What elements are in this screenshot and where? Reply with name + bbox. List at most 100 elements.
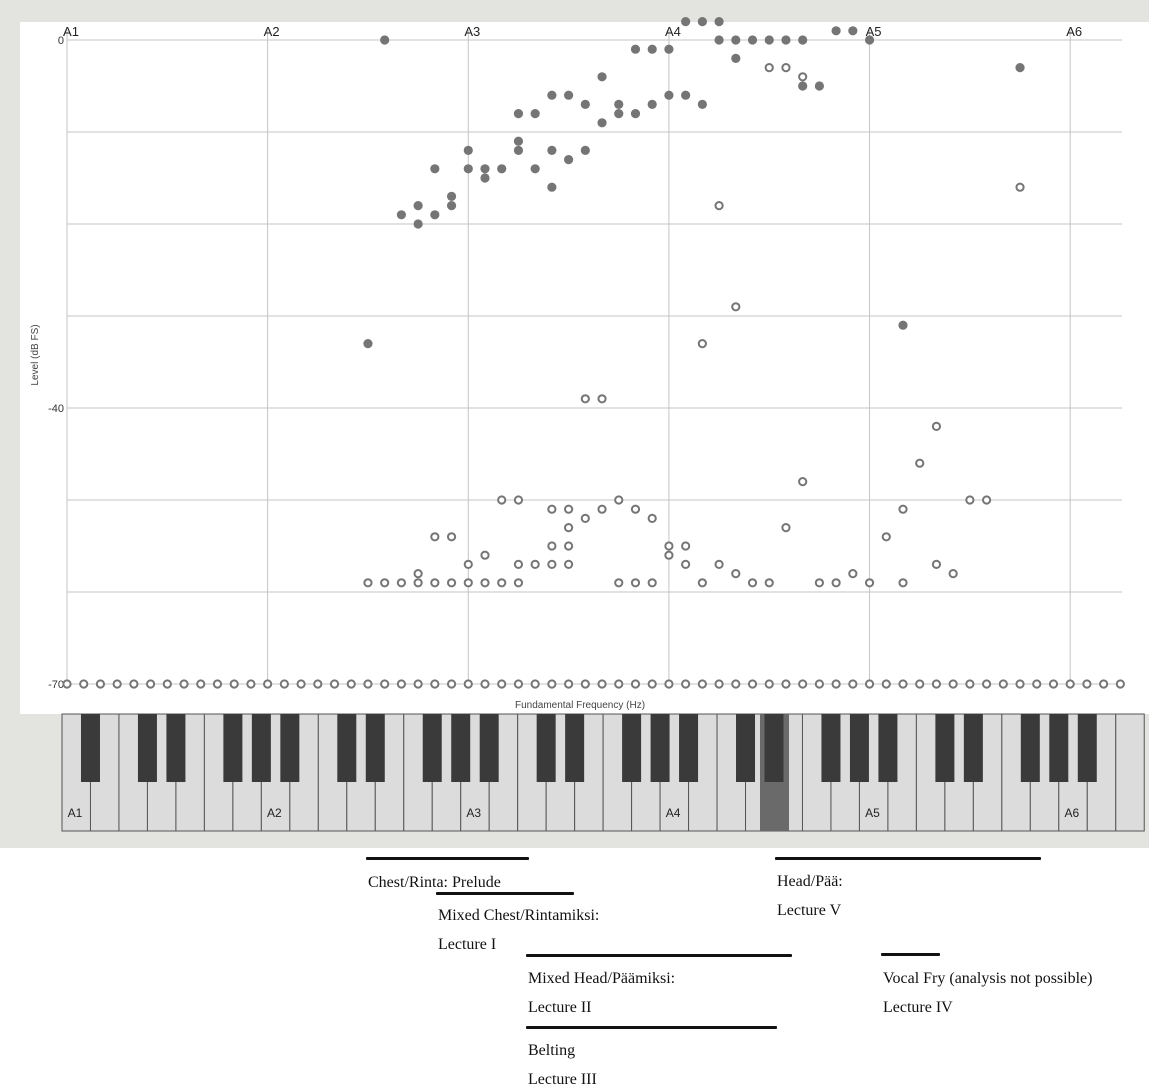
open-point	[497, 679, 507, 689]
x-tick-label: A3	[464, 24, 480, 39]
open-point	[463, 578, 473, 588]
open-point	[747, 578, 758, 588]
filled-point	[630, 44, 641, 54]
filled-point	[681, 90, 691, 100]
open-point	[446, 578, 457, 588]
filled-point	[630, 109, 641, 119]
annotation-vocal-fry-title: Vocal Fry (analysis not possible)	[883, 970, 1093, 987]
chart-frame	[0, 0, 1149, 848]
open-point	[848, 679, 858, 689]
open-point	[480, 679, 490, 689]
filled-point	[463, 164, 473, 174]
open-point	[630, 504, 641, 514]
open-point	[915, 679, 925, 689]
black-key	[166, 714, 186, 782]
filled-point	[864, 35, 875, 45]
open-point	[580, 513, 590, 524]
open-point	[446, 532, 457, 542]
filled-point	[530, 109, 540, 119]
open-point	[62, 679, 72, 689]
filled-point	[798, 81, 808, 91]
filled-point	[681, 17, 691, 27]
filled-point	[547, 182, 557, 192]
open-point	[380, 578, 390, 588]
open-point	[931, 421, 942, 431]
open-point	[681, 679, 691, 689]
open-point	[630, 679, 641, 689]
piano-keyboard: A1 A2 A3 A4 A5 A6	[61, 713, 1145, 832]
x-tick-label: A2	[264, 24, 280, 39]
open-point	[1015, 679, 1025, 689]
open-point	[814, 679, 825, 689]
black-key	[365, 714, 385, 782]
filled-point	[430, 164, 440, 174]
open-point	[898, 578, 908, 588]
open-point	[731, 302, 741, 312]
open-point	[530, 679, 540, 689]
open-point	[697, 339, 707, 349]
open-point	[630, 578, 641, 588]
black-key	[223, 714, 243, 782]
white-key	[203, 713, 234, 832]
open-point	[313, 679, 323, 689]
open-point	[597, 394, 607, 404]
annotation-mixed-head: Mixed Head/Päämiksi: Lecture II	[528, 969, 675, 1018]
annotation-vocal-fry: Vocal Fry (analysis not possible) Lectur…	[883, 969, 1092, 1018]
open-point	[898, 504, 908, 514]
open-point	[513, 559, 524, 570]
black-key	[764, 714, 784, 782]
x-tick-label: A4	[665, 24, 681, 39]
black-key	[622, 714, 642, 782]
black-key	[251, 714, 271, 782]
open-point	[697, 578, 707, 588]
open-point	[681, 559, 691, 570]
black-key	[963, 714, 983, 782]
keyboard-label: A4	[666, 806, 681, 820]
filled-point	[714, 35, 724, 45]
plot-panel	[20, 22, 1149, 714]
black-key	[849, 714, 869, 782]
open-point	[79, 679, 89, 689]
open-point	[664, 550, 674, 560]
open-point	[915, 458, 925, 468]
open-point	[564, 679, 574, 689]
black-key	[878, 714, 898, 782]
y-axis-label: Level (dB FS)	[30, 324, 41, 385]
open-point	[864, 578, 875, 588]
open-point	[647, 578, 657, 588]
open-point	[246, 679, 256, 689]
open-point	[664, 541, 674, 551]
annotation-mixed-chest: Mixed Chest/Rintamiksi: Lecture I	[438, 906, 599, 955]
open-point	[413, 569, 423, 579]
black-key	[1077, 714, 1097, 782]
black-key	[536, 714, 556, 782]
open-point	[413, 679, 423, 689]
open-point	[580, 679, 590, 689]
filled-point	[614, 109, 624, 119]
x-axis-label: Fundamental Frequency (Hz)	[515, 700, 645, 711]
open-point	[647, 513, 657, 524]
open-point	[1015, 182, 1025, 192]
filled-point	[413, 201, 423, 211]
open-point	[1048, 679, 1059, 689]
data-points	[62, 17, 1125, 689]
open-point	[965, 495, 975, 505]
open-point	[513, 495, 524, 505]
open-point	[580, 394, 590, 404]
open-point	[547, 679, 557, 689]
keyboard-label: A1	[68, 806, 83, 820]
filled-point	[430, 210, 440, 220]
filled-point	[814, 81, 825, 91]
open-point	[363, 578, 373, 588]
white-key	[1115, 713, 1145, 832]
open-point	[814, 578, 825, 588]
open-point	[931, 559, 942, 570]
open-point	[731, 569, 741, 579]
open-point	[848, 569, 858, 579]
open-point	[229, 679, 239, 689]
voice-range-chart: A1 A2 A3 A4 A5 A6 0 -40 -70 A1 A2 A3 A4 A5 A6 Fundam…	[30, 17, 1145, 832]
open-point	[146, 679, 156, 689]
filled-point	[664, 44, 674, 54]
open-point	[881, 532, 891, 542]
open-point	[179, 679, 189, 689]
